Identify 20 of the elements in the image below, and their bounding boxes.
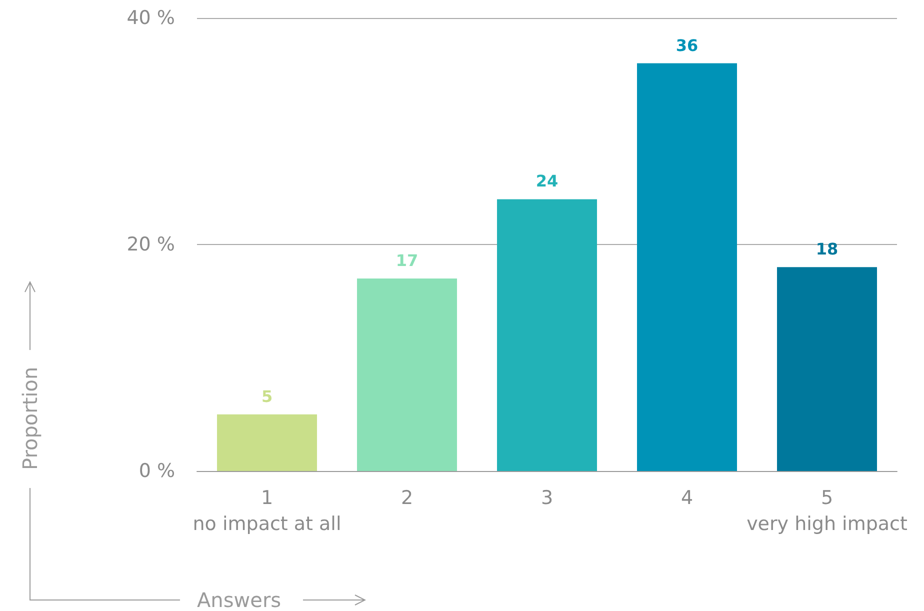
y-tick-label: 40 % — [126, 7, 175, 29]
y-tick-label: 0 % — [138, 460, 175, 482]
x-tick-label: 3 — [540, 487, 554, 509]
data-label: 24 — [536, 172, 558, 191]
x-tick-label: 1 no impact at all — [192, 487, 342, 535]
bar — [357, 278, 457, 471]
data-label: 18 — [816, 240, 838, 259]
bar — [217, 414, 317, 471]
data-label: 17 — [396, 250, 418, 270]
y-axis-title: Proportion — [18, 366, 42, 470]
y-tick-label: 20 % — [126, 234, 175, 256]
data-label: 36 — [676, 36, 698, 55]
x-tick-label: 5 very high impact — [746, 487, 908, 535]
x-tick-label: 4 — [680, 487, 694, 509]
bar — [497, 199, 597, 471]
x-tick-label: 2 — [400, 487, 414, 509]
bar — [777, 267, 877, 471]
x-axis-title: Answers — [197, 588, 282, 611]
bar — [637, 63, 737, 471]
data-label: 5 — [261, 386, 273, 406]
